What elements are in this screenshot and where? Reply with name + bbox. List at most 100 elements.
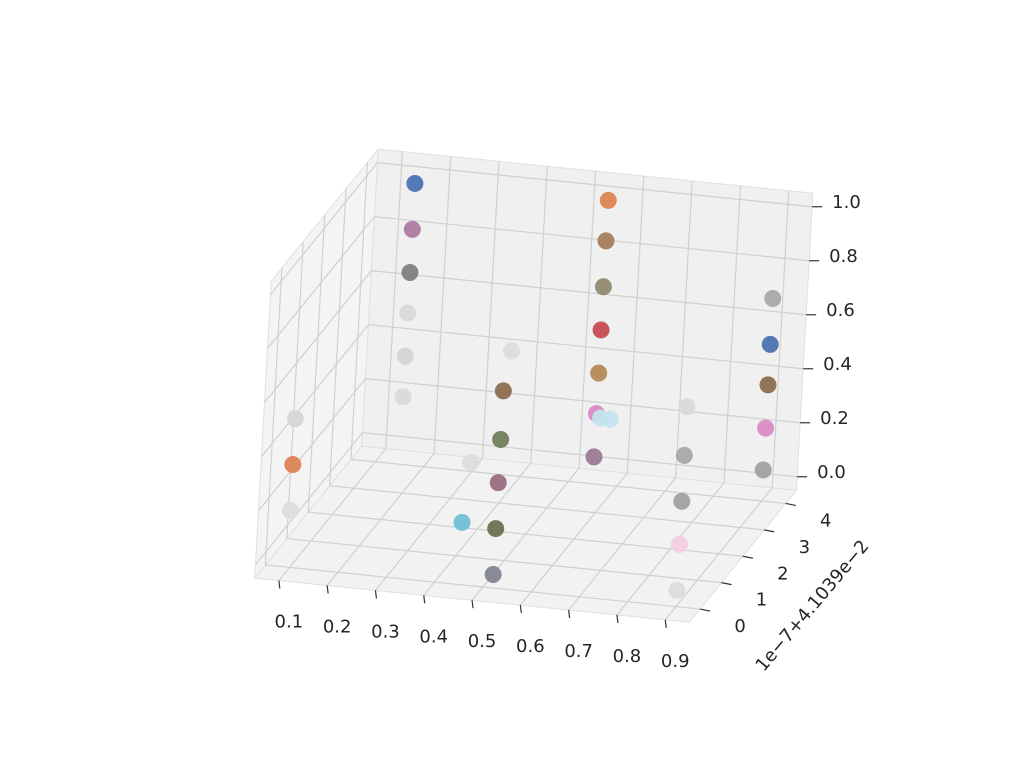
point <box>403 220 421 238</box>
grid-line <box>530 166 548 464</box>
grid-line <box>723 185 742 483</box>
point <box>597 232 615 250</box>
grid-line <box>257 378 366 512</box>
x-tick-label: 0.1 <box>275 612 304 633</box>
grid-line <box>350 162 369 460</box>
grid-line <box>365 378 801 424</box>
tick-mark <box>616 614 619 623</box>
grid-line <box>385 151 403 449</box>
point <box>594 278 612 296</box>
y-tick-label: 4 <box>820 510 831 531</box>
point <box>406 174 424 192</box>
grid-line <box>626 176 645 474</box>
tick-mark <box>764 529 775 533</box>
x-tick-label: 0.6 <box>516 636 545 657</box>
point <box>764 290 782 307</box>
z-tick-label: 0.2 <box>820 408 849 429</box>
grid-line <box>771 190 790 488</box>
grid-line <box>481 161 500 459</box>
grid-line <box>260 324 369 458</box>
point <box>487 520 505 538</box>
point <box>673 492 691 510</box>
grid-line <box>377 162 813 208</box>
grid-line <box>265 564 701 610</box>
grid-line <box>269 162 378 296</box>
point <box>754 461 772 479</box>
point <box>670 536 688 553</box>
point <box>675 446 693 464</box>
x-tick-label: 0.4 <box>419 626 448 647</box>
grid-line <box>433 156 452 454</box>
x-tick-label: 0.2 <box>323 617 352 638</box>
point <box>399 304 417 322</box>
point <box>759 376 777 394</box>
point <box>592 321 610 339</box>
y-tick-label: 2 <box>777 563 788 584</box>
grid-line <box>308 511 743 557</box>
tick-mark <box>519 605 522 614</box>
z-tick-label: 0.8 <box>829 246 858 267</box>
z-tick-label: 1.0 <box>832 192 861 213</box>
tick-mark <box>568 609 571 619</box>
grid-line <box>254 432 363 566</box>
grid-line <box>266 216 375 350</box>
point <box>494 382 512 400</box>
tick-mark <box>278 580 281 589</box>
z-tick-label: 0.0 <box>817 462 846 483</box>
y-offset-label: 1e−7+4.1039e−2 <box>752 536 874 676</box>
tick-mark <box>699 608 711 612</box>
point <box>284 456 302 474</box>
point <box>590 364 608 382</box>
point <box>585 448 603 466</box>
point <box>396 347 414 365</box>
z-tick-label: 0.4 <box>823 354 852 375</box>
x-tick-label: 0.8 <box>613 646 642 667</box>
grid-line <box>286 241 304 539</box>
grid-line <box>329 188 347 486</box>
point <box>286 410 304 428</box>
grid-line <box>368 324 804 370</box>
grid-line <box>675 180 693 479</box>
point <box>502 342 520 360</box>
tick-mark <box>374 590 378 599</box>
point <box>394 388 412 406</box>
point <box>401 264 419 282</box>
x-tick-label: 0.3 <box>371 621 400 642</box>
grid-line <box>263 270 372 404</box>
grid-line <box>374 216 810 262</box>
grid-line <box>350 458 786 505</box>
x-tick-label: 0.7 <box>564 641 593 662</box>
point <box>462 453 480 471</box>
grid-line <box>307 215 326 513</box>
tick-mark <box>423 595 426 604</box>
point <box>757 419 775 437</box>
tick-mark <box>664 619 667 628</box>
grid-line <box>371 270 807 316</box>
point <box>761 335 779 353</box>
x-tick-label: 0.9 <box>661 651 690 672</box>
z-tick-label: 0.6 <box>826 300 855 321</box>
point <box>489 474 507 492</box>
point <box>484 565 502 583</box>
tick-mark <box>471 600 474 609</box>
point <box>281 501 299 519</box>
grid-line <box>578 171 597 469</box>
x-tick-label: 0.5 <box>468 631 497 652</box>
grid-line <box>362 432 798 478</box>
point <box>678 398 696 416</box>
point <box>668 581 686 599</box>
y-tick-label: 1 <box>756 590 767 611</box>
tick-mark <box>742 555 754 559</box>
tick-mark <box>326 585 329 594</box>
point <box>599 191 617 209</box>
tick-mark <box>721 582 732 586</box>
point <box>453 513 471 531</box>
y-tick-label: 3 <box>799 537 810 558</box>
tick-mark <box>785 502 796 507</box>
y-tick-label: 0 <box>734 616 745 637</box>
grid-line <box>286 537 722 584</box>
point <box>492 430 510 448</box>
grid-line <box>329 485 765 531</box>
point <box>601 410 619 428</box>
